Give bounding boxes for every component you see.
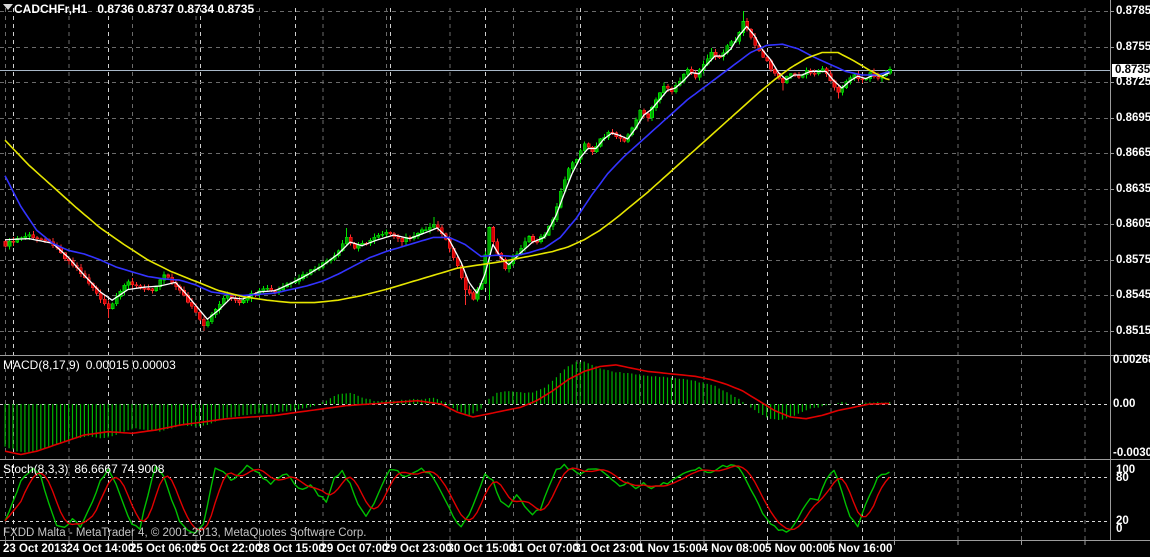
price-tick-label: 0.8785 bbox=[1116, 5, 1150, 17]
chart-symbol-label: CADCHFr,H1 bbox=[14, 2, 88, 16]
current-price-badge: 0.8735 bbox=[1112, 64, 1150, 77]
price-tick-label: 0.8635 bbox=[1116, 183, 1150, 195]
stoch-tick-label: 80 bbox=[1116, 472, 1129, 484]
time-axis-label: 29 Oct 07:00 bbox=[320, 543, 389, 555]
time-axis-label: 1 Nov 15:00 bbox=[638, 543, 702, 555]
macd-tick-label: -0.00303 bbox=[1113, 447, 1150, 459]
stoch-values: 86.6667 74.9008 bbox=[74, 462, 165, 476]
time-axis-label: 31 Oct 07:00 bbox=[511, 543, 579, 555]
macd-indicator-label: MACD(8,17,9) 0.00015 0.00003 bbox=[3, 358, 176, 372]
macd-name: MACD(8,17,9) bbox=[3, 358, 80, 372]
stoch-tick-label: 20 bbox=[1116, 515, 1129, 527]
time-axis-label: 28 Oct 15:00 bbox=[257, 543, 325, 555]
chart-shift-arrow-icon bbox=[3, 4, 13, 10]
time-axis-label: 5 Nov 16:00 bbox=[828, 543, 893, 555]
time-axis-label: 4 Nov 08:00 bbox=[701, 543, 766, 555]
price-tick-label: 0.8665 bbox=[1116, 147, 1150, 159]
price-tick-label: 0.8605 bbox=[1116, 218, 1150, 230]
macd-values: 0.00015 0.00003 bbox=[85, 358, 176, 372]
price-tick-label: 0.8575 bbox=[1116, 254, 1150, 266]
time-axis-label: 25 Oct 22:00 bbox=[193, 543, 262, 555]
time-axis-label: 30 Oct 15:00 bbox=[447, 543, 516, 555]
time-axis-label: 31 Oct 23:00 bbox=[574, 543, 643, 555]
price-tick-label: 0.8695 bbox=[1116, 112, 1150, 124]
stoch-name: Stoch(8,3,3) bbox=[3, 462, 69, 476]
price-tick-label: 0.8725 bbox=[1116, 76, 1150, 88]
price-tick-label: 0.8515 bbox=[1116, 325, 1150, 337]
stoch-tick-label: 100 bbox=[1116, 464, 1136, 476]
price-tick-label: 0.8755 bbox=[1116, 41, 1150, 53]
time-axis-label: 24 Oct 14:00 bbox=[66, 543, 135, 555]
stoch-tick-label: 0 bbox=[1116, 523, 1123, 535]
time-axis-label: 5 Nov 00:00 bbox=[765, 543, 829, 555]
macd-tick-label: 0.00268 bbox=[1113, 354, 1150, 366]
macd-tick-label: 0.00 bbox=[1113, 398, 1136, 410]
time-axis-label: 23 Oct 2013 bbox=[3, 543, 67, 555]
time-axis-label: 25 Oct 06:00 bbox=[130, 543, 198, 555]
time-axis-label: 29 Oct 23:00 bbox=[384, 543, 452, 555]
copyright-label: FXDD Malta - MetaTrader 4, © 2001-2013, … bbox=[3, 527, 367, 539]
chart-ohlc-label: 0.8736 0.8737 0.8734 0.8735 bbox=[97, 2, 255, 16]
price-tick-label: 0.8545 bbox=[1116, 289, 1150, 301]
chart-title: CADCHFr,H1 0.8736 0.8737 0.8734 0.8735 bbox=[14, 2, 254, 16]
stoch-indicator-label: Stoch(8,3,3) 86.6667 74.9008 bbox=[3, 462, 164, 476]
